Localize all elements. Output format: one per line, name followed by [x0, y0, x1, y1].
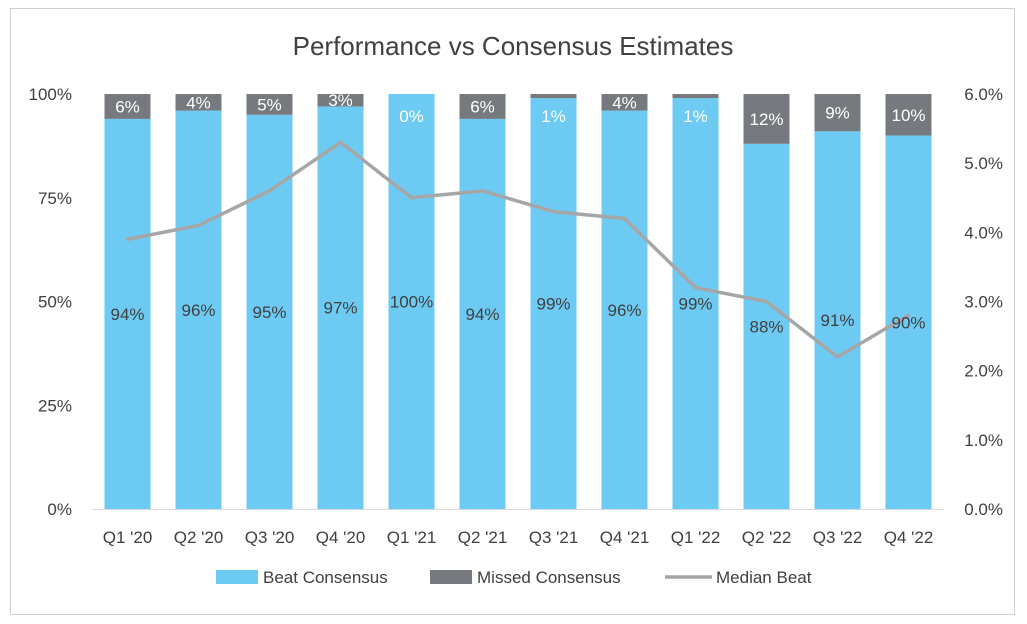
data-label-missed: 9% — [825, 104, 850, 123]
median-beat-point — [906, 313, 911, 317]
bar-beat-consensus — [459, 118, 506, 510]
chart-title: Performance vs Consensus Estimates — [293, 31, 734, 61]
x-axis-tick-label: Q1 '20 — [103, 528, 153, 547]
bar-missed-consensus — [601, 94, 648, 111]
line-layer — [125, 140, 911, 359]
data-labels-layer: 94% 6% 96% 4% 95% 5% 97% 3% 100% 0% 94% 6% 99% 1% 96% 4… — [110, 91, 925, 336]
legend-label-missed-consensus: Missed Consensus — [477, 568, 621, 587]
x-axis-tick-label: Q3 '21 — [529, 528, 579, 547]
bar-missed-consensus — [530, 94, 577, 99]
median-beat-point — [551, 209, 556, 214]
bar-missed-consensus — [743, 94, 790, 144]
x-axis-tick-label: Q4 '20 — [316, 528, 366, 547]
median-beat-point — [338, 140, 343, 145]
median-beat-point — [764, 299, 769, 304]
left-axis-tick-label: 25% — [38, 396, 72, 415]
data-label-beat: 88% — [749, 317, 783, 336]
right-axis-tick-label: 3.0% — [964, 293, 1003, 312]
data-label-missed: 6% — [115, 97, 140, 116]
bar-missed-consensus — [459, 94, 506, 119]
left-axis-tick-label: 50% — [38, 293, 72, 312]
data-label-missed: 1% — [683, 107, 708, 126]
right-axis-tick-label: 2.0% — [964, 362, 1003, 381]
median-beat-point — [125, 237, 130, 241]
data-label-beat: 91% — [820, 311, 854, 330]
right-axis-tick-label: 0.0% — [964, 500, 1003, 519]
x-axis-tick-label: Q3 '22 — [813, 528, 863, 547]
bars-layer — [104, 94, 932, 510]
median-beat-point — [480, 189, 485, 193]
x-axis-tick-label: Q1 '22 — [671, 528, 721, 547]
x-axis-tick-label: Q4 '21 — [600, 528, 650, 547]
median-beat-point — [196, 223, 201, 228]
right-axis-tick-label: 5.0% — [964, 154, 1003, 173]
legend-swatch-beat-consensus — [216, 570, 258, 584]
median-beat-line — [127, 140, 910, 359]
bar-missed-consensus — [246, 94, 293, 115]
data-label-missed: 5% — [257, 95, 282, 114]
x-axis: Q1 '20 Q2 '20 Q3 '20 Q4 '20 Q1 '21 Q2 '21 Q3 '… — [92, 509, 944, 547]
median-beat-point — [267, 189, 272, 193]
data-label-beat: 94% — [465, 305, 499, 324]
data-label-missed: 0% — [399, 107, 424, 126]
data-label-missed: 4% — [186, 93, 211, 112]
legend: Beat Consensus Missed Consensus Median Bea… — [216, 568, 812, 587]
left-axis-tick-label: 0% — [47, 500, 72, 519]
data-label-beat: 99% — [678, 295, 712, 314]
data-label-beat: 96% — [607, 301, 641, 320]
median-beat-point — [409, 196, 414, 200]
left-axis-tick-label: 100% — [29, 85, 72, 104]
bar-missed-consensus — [104, 94, 151, 119]
left-axis: 0% 25% 50% 75% 100% — [29, 85, 72, 519]
right-axis-tick-label: 1.0% — [964, 431, 1003, 450]
bar-beat-consensus — [317, 106, 364, 509]
data-label-missed: 12% — [749, 110, 783, 129]
legend-swatch-missed-consensus — [430, 570, 472, 584]
bar-missed-consensus — [814, 94, 861, 132]
legend-label-median-beat: Median Beat — [716, 568, 812, 587]
bar-beat-consensus — [743, 143, 790, 510]
legend-label-beat-consensus: Beat Consensus — [263, 568, 388, 587]
bar-beat-consensus — [104, 118, 151, 510]
bar-missed-consensus — [885, 94, 932, 136]
right-axis: 0.0% 1.0% 2.0% 3.0% 4.0% 5.0% 6.0% — [964, 85, 1003, 519]
data-label-beat: 95% — [252, 303, 286, 322]
data-label-beat: 100% — [390, 293, 433, 312]
median-beat-point — [622, 216, 627, 221]
bar-beat-consensus — [814, 131, 861, 509]
x-axis-tick-label: Q3 '20 — [245, 528, 295, 547]
x-axis-tick-label: Q2 '22 — [742, 528, 792, 547]
data-label-beat: 94% — [110, 305, 144, 324]
bar-missed-consensus — [317, 94, 364, 107]
right-axis-tick-label: 6.0% — [964, 85, 1003, 104]
left-axis-tick-label: 75% — [38, 189, 72, 208]
bar-beat-consensus — [530, 98, 577, 510]
right-axis-tick-label: 4.0% — [964, 223, 1003, 242]
data-label-beat: 97% — [323, 299, 357, 318]
data-label-missed: 4% — [612, 93, 637, 112]
bar-beat-consensus — [672, 98, 719, 510]
data-label-missed: 10% — [891, 106, 925, 125]
bar-beat-consensus — [601, 110, 648, 509]
data-label-missed: 1% — [541, 107, 566, 126]
data-label-beat: 96% — [181, 301, 215, 320]
bar-missed-consensus — [175, 94, 222, 111]
data-label-missed: 3% — [328, 91, 353, 110]
median-beat-point — [835, 355, 840, 359]
bar-beat-consensus — [885, 135, 932, 509]
data-label-beat: 90% — [891, 313, 925, 332]
x-axis-tick-label: Q4 '22 — [884, 528, 934, 547]
data-label-missed: 6% — [470, 97, 495, 116]
data-label-beat: 99% — [536, 295, 570, 314]
median-beat-point — [693, 286, 698, 290]
bar-beat-consensus — [388, 94, 435, 509]
x-axis-tick-label: Q2 '21 — [458, 528, 508, 547]
x-axis-tick-label: Q2 '20 — [174, 528, 224, 547]
bar-missed-consensus — [672, 94, 719, 99]
x-axis-tick-label: Q1 '21 — [387, 528, 437, 547]
bar-beat-consensus — [175, 110, 222, 509]
